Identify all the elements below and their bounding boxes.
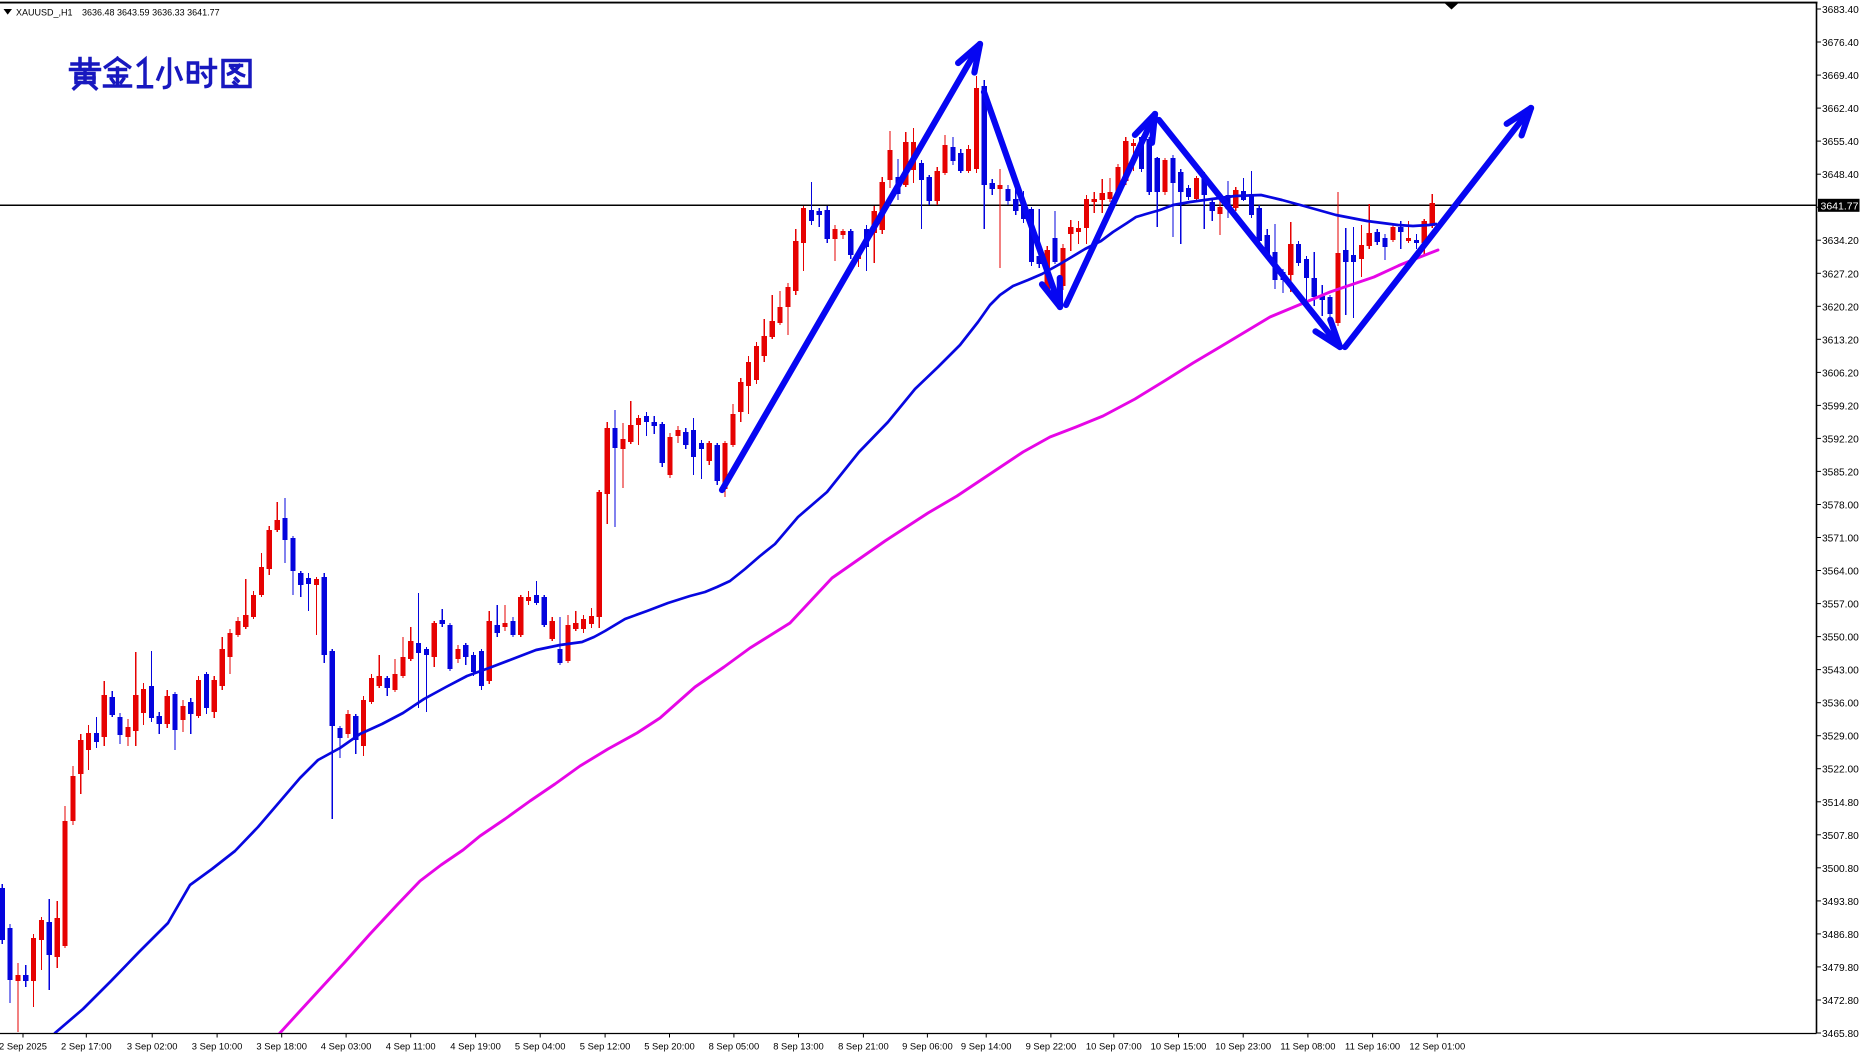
- svg-text:3627.20: 3627.20: [1822, 269, 1859, 280]
- svg-text:XAUUSD_,H1: XAUUSD_,H1: [16, 8, 73, 18]
- svg-text:9 Sep 06:00: 9 Sep 06:00: [902, 1041, 953, 1052]
- svg-text:3669.40: 3669.40: [1822, 71, 1859, 82]
- svg-text:4 Sep 11:00: 4 Sep 11:00: [386, 1041, 436, 1052]
- svg-text:10 Sep 23:00: 10 Sep 23:00: [1215, 1041, 1271, 1052]
- svg-text:3636.48 3643.59 3636.33 3641.7: 3636.48 3643.59 3636.33 3641.77: [82, 8, 220, 18]
- svg-text:3543.00: 3543.00: [1822, 666, 1859, 677]
- svg-text:3507.80: 3507.80: [1822, 831, 1859, 842]
- svg-text:3465.80: 3465.80: [1822, 1029, 1859, 1040]
- svg-text:3634.20: 3634.20: [1822, 236, 1859, 247]
- svg-text:3599.20: 3599.20: [1822, 401, 1859, 412]
- svg-text:5 Sep 04:00: 5 Sep 04:00: [515, 1041, 566, 1052]
- svg-text:2 Sep 2025: 2 Sep 2025: [0, 1041, 47, 1052]
- svg-text:4 Sep 03:00: 4 Sep 03:00: [321, 1041, 372, 1052]
- svg-text:3472.80: 3472.80: [1822, 996, 1859, 1007]
- svg-text:12 Sep 01:00: 12 Sep 01:00: [1409, 1041, 1465, 1052]
- svg-text:3613.20: 3613.20: [1822, 335, 1859, 346]
- svg-text:3648.40: 3648.40: [1822, 170, 1859, 181]
- svg-text:3641.77: 3641.77: [1821, 200, 1859, 212]
- svg-text:3 Sep 10:00: 3 Sep 10:00: [192, 1041, 243, 1052]
- svg-text:3522.00: 3522.00: [1822, 765, 1859, 776]
- svg-text:3571.00: 3571.00: [1822, 534, 1859, 545]
- svg-text:3486.80: 3486.80: [1822, 930, 1859, 941]
- svg-text:3514.80: 3514.80: [1822, 798, 1859, 809]
- svg-text:5 Sep 20:00: 5 Sep 20:00: [644, 1041, 695, 1052]
- svg-text:11 Sep 16:00: 11 Sep 16:00: [1345, 1041, 1400, 1052]
- svg-text:8 Sep 13:00: 8 Sep 13:00: [773, 1041, 824, 1052]
- svg-text:3655.40: 3655.40: [1822, 137, 1859, 148]
- svg-text:2 Sep 17:00: 2 Sep 17:00: [61, 1041, 112, 1052]
- svg-text:3578.00: 3578.00: [1822, 501, 1859, 512]
- svg-text:3536.00: 3536.00: [1822, 699, 1859, 710]
- svg-text:3592.20: 3592.20: [1822, 434, 1859, 445]
- svg-text:3 Sep 02:00: 3 Sep 02:00: [127, 1041, 178, 1052]
- svg-text:8 Sep 21:00: 8 Sep 21:00: [838, 1041, 889, 1052]
- svg-text:3 Sep 18:00: 3 Sep 18:00: [256, 1041, 307, 1052]
- svg-text:10 Sep 15:00: 10 Sep 15:00: [1151, 1041, 1207, 1052]
- svg-text:5 Sep 12:00: 5 Sep 12:00: [580, 1041, 631, 1052]
- svg-text:3564.00: 3564.00: [1822, 567, 1859, 578]
- svg-text:3683.40: 3683.40: [1822, 5, 1859, 16]
- svg-text:3500.80: 3500.80: [1822, 864, 1859, 875]
- svg-text:3479.80: 3479.80: [1822, 963, 1859, 974]
- svg-text:3676.40: 3676.40: [1822, 38, 1859, 49]
- svg-text:3550.00: 3550.00: [1822, 633, 1859, 644]
- svg-text:8 Sep 05:00: 8 Sep 05:00: [709, 1041, 760, 1052]
- svg-text:3557.00: 3557.00: [1822, 600, 1859, 611]
- svg-text:9 Sep 14:00: 9 Sep 14:00: [961, 1041, 1012, 1052]
- svg-text:3493.80: 3493.80: [1822, 897, 1859, 908]
- svg-text:9 Sep 22:00: 9 Sep 22:00: [1026, 1041, 1077, 1052]
- svg-text:3529.00: 3529.00: [1822, 732, 1859, 743]
- svg-text:3620.20: 3620.20: [1822, 302, 1859, 313]
- svg-text:4 Sep 19:00: 4 Sep 19:00: [450, 1041, 501, 1052]
- svg-text:3585.20: 3585.20: [1822, 467, 1859, 478]
- svg-text:3606.20: 3606.20: [1822, 368, 1859, 379]
- svg-text:10 Sep 07:00: 10 Sep 07:00: [1086, 1041, 1142, 1052]
- svg-text:11 Sep 08:00: 11 Sep 08:00: [1280, 1041, 1335, 1052]
- svg-text:3662.40: 3662.40: [1822, 104, 1859, 115]
